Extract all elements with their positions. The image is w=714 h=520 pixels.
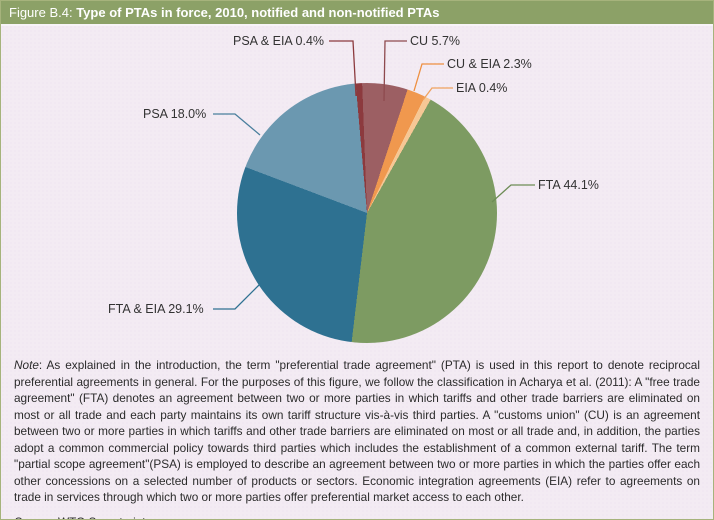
figure-header: Figure B.4: Type of PTAs in force, 2010,… <box>1 1 713 26</box>
note-text: : As explained in the introduction, the … <box>14 358 700 504</box>
figure-number: Figure B.4: <box>9 5 77 20</box>
leader-line-cu-eia <box>413 63 444 92</box>
pie-chart-area: PSA & EIA 0.4% CU 5.7% CU & EIA 2.3% EIA… <box>1 26 713 354</box>
figure-note: Note: As explained in the introduction, … <box>1 354 713 506</box>
pie-label-psa: PSA 18.0% <box>143 107 207 121</box>
source-text: : WTO Secretariat. <box>51 515 148 520</box>
figure-source: Source: WTO Secretariat. <box>1 515 713 520</box>
source-prefix: Source <box>14 515 51 520</box>
pie-chart <box>237 83 497 343</box>
note-prefix: Note <box>14 358 39 372</box>
figure-title: Type of PTAs in force, 2010, notified an… <box>76 5 440 20</box>
pie-label-psa-eia: PSA & EIA 0.4% <box>233 34 325 48</box>
pie-label-fta-eia: FTA & EIA 29.1% <box>108 302 204 316</box>
leader-line-fta <box>491 184 535 203</box>
leader-line-psa <box>213 113 261 136</box>
pie-label-cu: CU 5.7% <box>410 34 461 48</box>
pie-label-eia: EIA 0.4% <box>456 81 508 95</box>
pie-label-cu-eia: CU & EIA 2.3% <box>447 57 532 71</box>
pie-label-fta: FTA 44.1% <box>538 178 599 192</box>
leader-line-fta-eia <box>213 283 261 310</box>
